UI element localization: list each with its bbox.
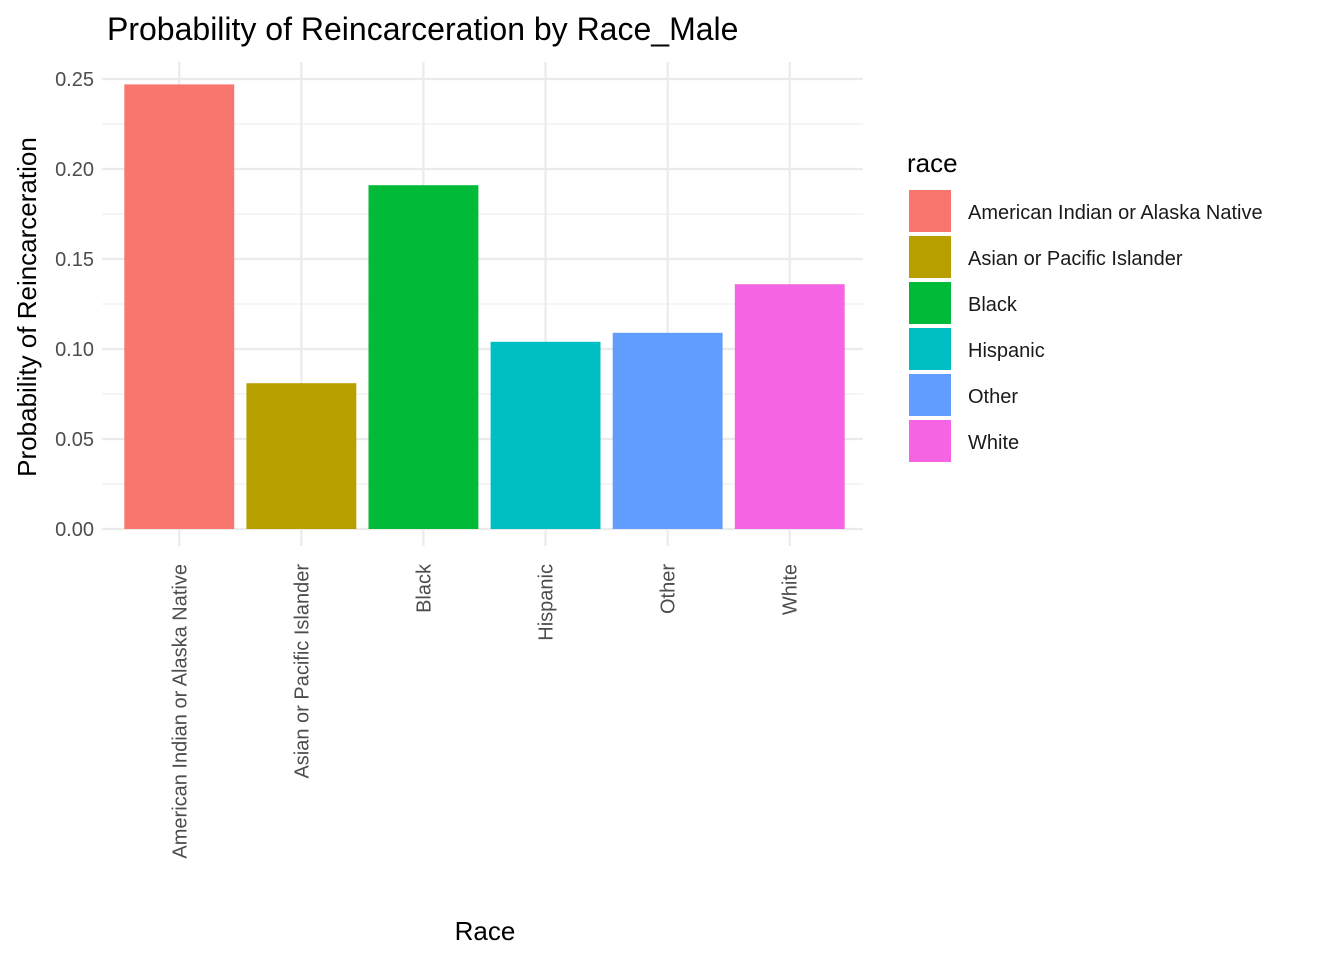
y-tick-label: 0.05 [55,429,94,451]
y-axis-title: Probability of Reincarceration [12,137,42,477]
bar [734,284,845,529]
legend-label: Black [968,294,1018,316]
x-tick-label: Black [413,563,435,613]
legend: race American Indian or Alaska Native Asi… [907,148,1263,462]
legend-label: Hispanic [968,340,1045,362]
legend-swatch [909,328,951,370]
bar [124,84,235,530]
x-tick-labels: American Indian or Alaska Native Asian or… [169,563,801,859]
y-tick-label: 0.00 [55,519,94,541]
x-tick-label: White [780,564,802,615]
y-tick-label: 0.25 [55,69,94,91]
chart-title: Probability of Reincarceration by Race_M… [107,11,738,47]
legend-swatch [909,190,951,232]
bar [368,185,479,529]
legend-label: White [968,432,1019,454]
legend-items: American Indian or Alaska Native Asian or… [909,190,1263,462]
legend-label: Other [968,386,1018,408]
bars [124,84,845,530]
y-tick-labels: 0.00 0.05 0.10 0.15 0.20 0.25 [55,69,94,541]
bar [490,341,601,529]
bar [612,332,723,529]
legend-swatch [909,374,951,416]
legend-title: race [907,148,958,178]
x-tick-label: Asian or Pacific Islander [291,564,313,779]
legend-label: Asian or Pacific Islander [968,248,1183,270]
x-tick-label: American Indian or Alaska Native [169,564,191,859]
x-tick-label: Other [658,564,680,614]
y-tick-label: 0.20 [55,159,94,181]
x-axis-title: Race [455,916,516,946]
y-tick-label: 0.15 [55,249,94,271]
y-tick-label: 0.10 [55,339,94,361]
legend-swatch [909,282,951,324]
legend-swatch [909,420,951,462]
bar [246,383,357,529]
legend-label: American Indian or Alaska Native [968,202,1263,224]
x-tick-label: Hispanic [536,564,558,641]
legend-swatch [909,236,951,278]
